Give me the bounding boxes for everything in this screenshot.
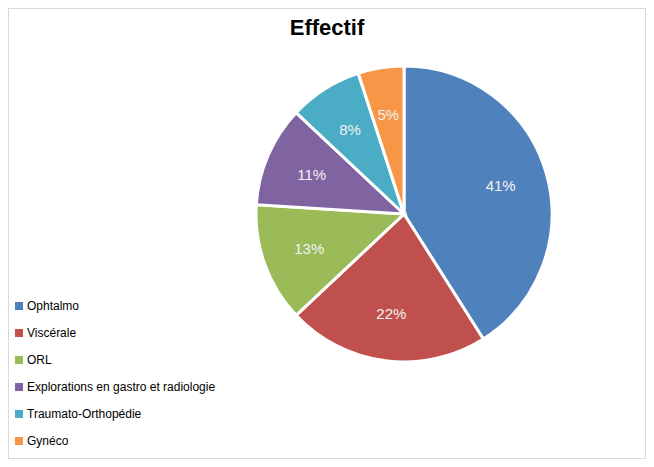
svg-text:5%: 5% <box>377 106 399 123</box>
html-text:Viscérale: Viscérale <box>27 325 77 340</box>
html-text:Effectif: Effectif <box>289 15 365 40</box>
html-text:Traumato-Orthopédie: Traumato-Orthopédie <box>27 406 142 421</box>
svg-text:41%: 41% <box>486 177 516 194</box>
svg-text:8%: 8% <box>339 121 361 138</box>
html-text:Gynéco: Gynéco <box>27 433 69 448</box>
html-text:ORL: ORL <box>27 352 52 367</box>
svg-text:13%: 13% <box>294 240 324 257</box>
svg-text:22%: 22% <box>376 305 406 322</box>
html-text:Ophtalmo: Ophtalmo <box>27 298 79 313</box>
svg-text:11%: 11% <box>297 166 326 183</box>
html-text:Explorations en gastro et radi: Explorations en gastro et radiologie <box>27 379 216 394</box>
